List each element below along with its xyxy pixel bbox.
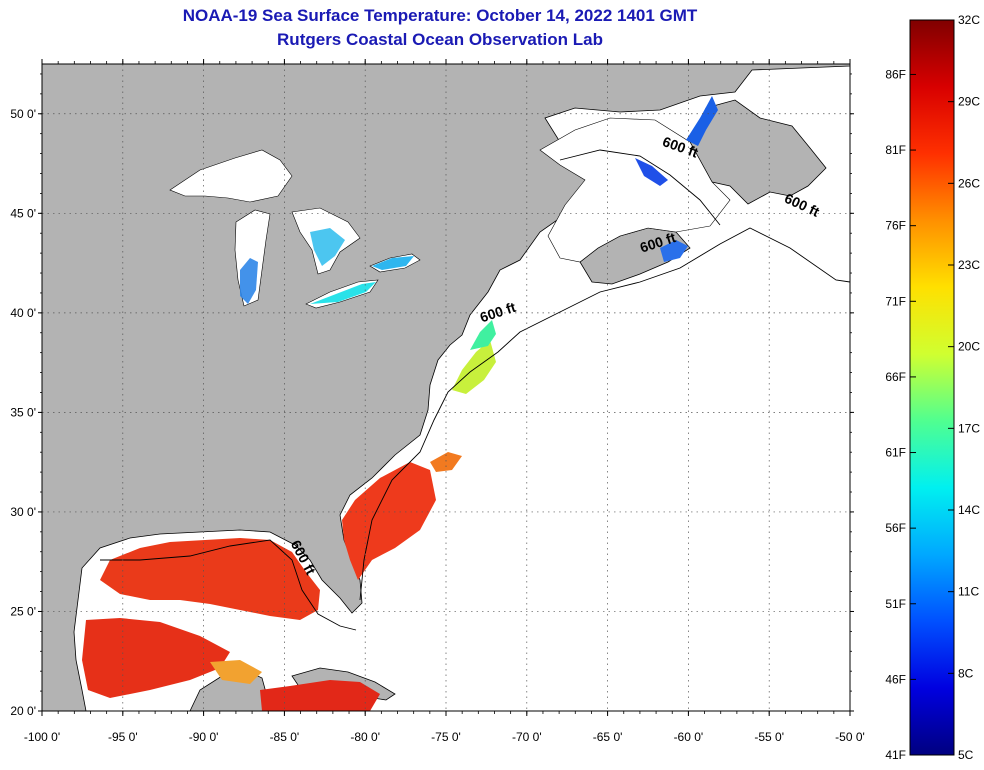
colorbar	[909, 19, 955, 756]
colorbar-celsius-label: 8C	[958, 666, 974, 680]
colorbar-celsius-label: 32C	[958, 13, 980, 27]
lon-tick-label: -65 0'	[593, 730, 623, 744]
lon-tick-label: -75 0'	[431, 730, 461, 744]
colorbar-fahrenheit-label: 81F	[885, 143, 906, 157]
sst-gulf-of-mexico-south	[82, 618, 230, 698]
land-newfoundland	[689, 99, 827, 205]
lon-tick-label: -100 0'	[24, 730, 60, 744]
colorbar-fahrenheit-label: 61F	[885, 446, 906, 460]
contour-600ft-stlawrence	[559, 149, 721, 226]
colorbar-celsius-label: 26C	[958, 176, 980, 190]
sst-yucatan-channel	[210, 660, 262, 684]
lat-tick-label: 25 0'	[10, 604, 36, 618]
map-grid	[42, 64, 850, 711]
colorbar-celsius-label: 5C	[958, 748, 974, 762]
colorbar-celsius-label: 20C	[958, 340, 980, 354]
lat-tick-label: 20 0'	[10, 704, 36, 718]
lake-superior	[169, 149, 293, 203]
axis-ticks: 50 0' 45 0' 40 0' 35 0' 30 0' 25 0' 20 0' -100 …	[10, 59, 865, 744]
colorbar-celsius-label: 14C	[958, 503, 980, 517]
sst-new-england-shelf	[470, 320, 496, 350]
lon-tick-label: -95 0'	[108, 730, 138, 744]
sst-lake-michigan	[240, 258, 258, 304]
colorbar-ticks: 32C 29C 26C 23C 20C 17C 14C 11C 8C 5C 86F 81F 76F 71F…	[885, 13, 980, 762]
lon-tick-label: -85 0'	[270, 730, 300, 744]
lon-tick-label: -55 0'	[754, 730, 784, 744]
lat-tick-label: 35 0'	[10, 405, 36, 419]
sst-lake-huron	[310, 228, 345, 266]
contour-600ft-gulf	[100, 539, 357, 631]
map-subtitle: Rutgers Coastal Ocean Observation Lab	[277, 30, 603, 49]
colorbar-fahrenheit-label: 76F	[885, 219, 906, 233]
lat-tick-label: 40 0'	[10, 306, 36, 320]
colorbar-fahrenheit-label: 41F	[885, 748, 906, 762]
lon-tick-label: -50 0'	[835, 730, 865, 744]
colorbar-fahrenheit-label: 46F	[885, 672, 906, 686]
lon-tick-label: -90 0'	[189, 730, 219, 744]
colorbar-fahrenheit-label: 86F	[885, 67, 906, 81]
sst-caribbean	[260, 680, 380, 711]
colorbar-fahrenheit-label: 56F	[885, 521, 906, 535]
colorbar-celsius-label: 29C	[958, 95, 980, 109]
sst-mid-atlantic-shelf	[452, 340, 496, 394]
lat-tick-label: 45 0'	[10, 206, 36, 220]
sst-gulf-stream-offshore	[430, 452, 462, 472]
sst-lake-erie	[310, 282, 376, 304]
colorbar-celsius-label: 11C	[958, 585, 979, 599]
sst-cabot-strait	[635, 158, 668, 186]
lon-tick-label: -60 0'	[674, 730, 704, 744]
colorbar-fahrenheit-label: 66F	[885, 370, 906, 384]
colorbar-fahrenheit-label: 71F	[885, 294, 906, 308]
colorbar-celsius-label: 23C	[958, 258, 980, 272]
lon-tick-label: -70 0'	[512, 730, 542, 744]
sst-lake-ontario	[372, 256, 414, 270]
map-title: NOAA-19 Sea Surface Temperature: October…	[182, 6, 698, 25]
sst-st-lawrence-north	[686, 96, 718, 146]
contour-600ft-atlantic	[359, 227, 850, 601]
sst-nova-scotia-shelf	[660, 240, 688, 262]
colorbar-fahrenheit-label: 51F	[885, 597, 906, 611]
lon-tick-label: -80 0'	[350, 730, 380, 744]
colorbar-celsius-label: 17C	[958, 421, 980, 435]
gulf-st-lawrence	[539, 117, 731, 263]
lat-tick-label: 50 0'	[10, 107, 36, 121]
lat-tick-label: 30 0'	[10, 505, 36, 519]
